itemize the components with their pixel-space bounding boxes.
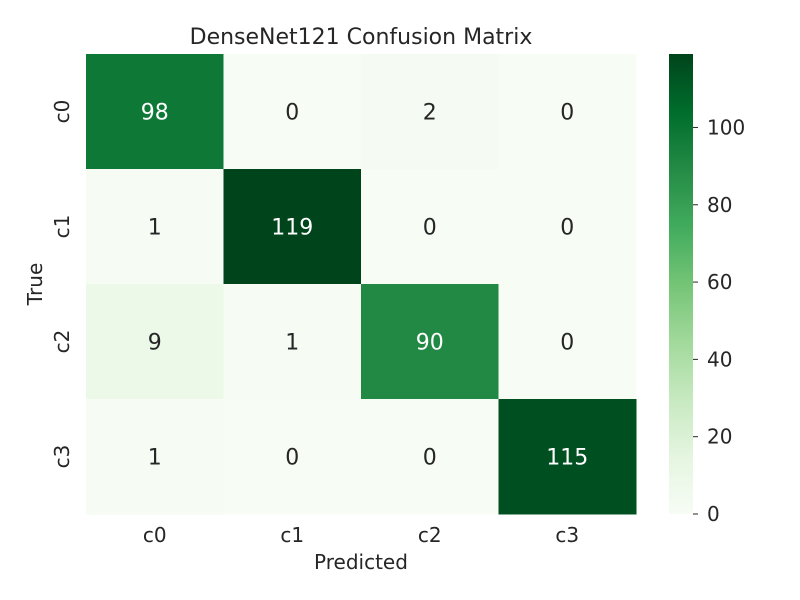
heatmap-cell-r2-c0 <box>86 284 224 400</box>
heatmap-grid: 98 0 2 0 1 119 0 0 9 1 90 0 1 0 0 115 <box>86 54 637 515</box>
colorbar-tick-label-60: 60 <box>707 270 732 294</box>
y-axis-ticks: c0 c1 c2 c3 <box>50 100 74 469</box>
cell-value-r3-c1: 0 <box>285 446 299 471</box>
heatmap-cell-r1-c0 <box>86 169 224 285</box>
heatmap-cell-r1-c1 <box>223 169 362 285</box>
heatmap-cell-r0-c2 <box>361 54 499 170</box>
heatmap-cell-r3-c1 <box>223 399 362 515</box>
colorbar-tick-label-40: 40 <box>707 347 732 371</box>
cell-value-r0-c0: 98 <box>141 101 169 126</box>
heatmap-cell-r2-c2 <box>361 284 499 400</box>
cell-value-r3-c2: 0 <box>423 446 437 471</box>
cell-value-r2-c1: 1 <box>285 331 299 356</box>
cell-value-r0-c1: 0 <box>285 101 299 126</box>
y-tick-label-c0: c0 <box>50 100 74 124</box>
heatmap-cell-r0-c1 <box>223 54 362 170</box>
heatmap-cell-r1-c3 <box>498 169 637 285</box>
y-tick-label-c3: c3 <box>50 445 74 469</box>
cell-value-r3-c0: 1 <box>148 446 162 471</box>
cell-value-r2-c0: 9 <box>148 331 162 356</box>
cell-value-r3-c3: 115 <box>546 446 588 471</box>
cell-value-r1-c2: 0 <box>423 216 437 241</box>
cell-value-r2-c2: 90 <box>416 331 444 356</box>
y-tick-label-c2: c2 <box>50 330 74 354</box>
cell-value-r1-c1: 119 <box>271 216 313 241</box>
heatmap-cell-r3-c0 <box>86 399 224 515</box>
y-tick-label-c1: c1 <box>50 215 74 239</box>
heatmap-cell-r1-c2 <box>361 169 499 285</box>
heatmap-cell-r2-c1 <box>223 284 362 400</box>
heatmap-cell-r0-c3 <box>498 54 637 170</box>
colorbar-gradient <box>669 54 693 514</box>
heatmap-cell-r2-c3 <box>498 284 637 400</box>
cell-value-r1-c3: 0 <box>560 216 574 241</box>
cell-value-r1-c0: 1 <box>148 216 162 241</box>
colorbar-tick-label-80: 80 <box>707 193 732 217</box>
heatmap-cell-r3-c2 <box>361 399 499 515</box>
colorbar-ticks: 0 20 40 60 80 100 <box>693 115 745 526</box>
heatmap-cell-r0-c0 <box>86 54 224 170</box>
x-axis-label: Predicted <box>314 550 408 574</box>
cell-value-r2-c3: 0 <box>560 331 574 356</box>
colorbar-tick-label-100: 100 <box>707 115 745 139</box>
x-tick-label-c0: c0 <box>143 523 167 547</box>
cell-value-r0-c3: 0 <box>560 101 574 126</box>
colorbar-tick-label-20: 20 <box>707 425 732 449</box>
chart-title: DenseNet121 Confusion Matrix <box>190 25 533 50</box>
colorbar: 0 20 40 60 80 100 <box>669 54 745 526</box>
x-tick-label-c3: c3 <box>555 523 579 547</box>
x-axis-ticks: c0 c1 c2 c3 <box>143 523 579 547</box>
cell-value-r0-c2: 2 <box>423 101 437 126</box>
heatmap-cell-r3-c3 <box>498 399 637 515</box>
x-tick-label-c1: c1 <box>280 523 304 547</box>
x-tick-label-c2: c2 <box>418 523 442 547</box>
y-axis-label: True <box>23 263 47 306</box>
colorbar-tick-label-0: 0 <box>707 502 720 526</box>
